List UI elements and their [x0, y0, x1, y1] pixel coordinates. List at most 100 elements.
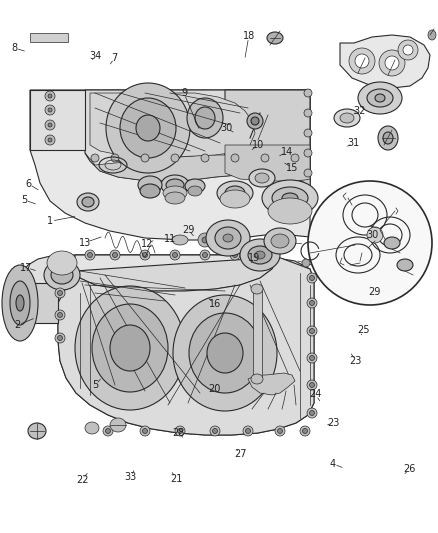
- Ellipse shape: [375, 94, 385, 102]
- Circle shape: [111, 154, 119, 162]
- Circle shape: [307, 408, 317, 418]
- Bar: [253, 289, 262, 379]
- Text: 14: 14: [281, 147, 293, 157]
- Circle shape: [257, 250, 267, 260]
- Ellipse shape: [340, 113, 354, 123]
- Ellipse shape: [428, 30, 436, 40]
- Ellipse shape: [166, 179, 184, 191]
- Text: 28: 28: [172, 428, 184, 438]
- Polygon shape: [58, 257, 314, 435]
- Text: 9: 9: [181, 88, 187, 98]
- Circle shape: [307, 353, 317, 363]
- Ellipse shape: [185, 179, 205, 193]
- Text: 17: 17: [20, 263, 32, 272]
- Ellipse shape: [138, 176, 162, 194]
- Ellipse shape: [77, 193, 99, 211]
- Circle shape: [310, 301, 314, 305]
- Circle shape: [177, 429, 183, 433]
- Ellipse shape: [384, 237, 400, 249]
- Text: 20: 20: [208, 384, 221, 394]
- Ellipse shape: [247, 113, 263, 129]
- Circle shape: [246, 429, 251, 433]
- Ellipse shape: [10, 281, 30, 325]
- Text: 32: 32: [353, 106, 365, 116]
- Circle shape: [243, 426, 253, 436]
- Ellipse shape: [262, 180, 318, 216]
- Text: 11: 11: [164, 234, 176, 244]
- Text: 10: 10: [252, 140, 265, 150]
- Text: 16: 16: [208, 299, 221, 309]
- Text: 18: 18: [243, 31, 255, 41]
- Polygon shape: [85, 153, 310, 188]
- Polygon shape: [340, 35, 430, 88]
- Ellipse shape: [110, 325, 150, 371]
- Circle shape: [307, 298, 317, 308]
- Circle shape: [48, 94, 52, 98]
- Circle shape: [233, 253, 237, 257]
- Circle shape: [91, 154, 99, 162]
- Text: 23: 23: [350, 356, 362, 366]
- Ellipse shape: [272, 187, 308, 209]
- Ellipse shape: [106, 83, 190, 173]
- Bar: [30, 33, 68, 42]
- Ellipse shape: [28, 423, 46, 439]
- Ellipse shape: [383, 132, 393, 144]
- Text: 1: 1: [47, 216, 53, 226]
- Text: 12: 12: [141, 239, 153, 249]
- Circle shape: [300, 426, 310, 436]
- Circle shape: [304, 109, 312, 117]
- Text: 30: 30: [221, 123, 233, 133]
- Circle shape: [142, 429, 148, 433]
- Ellipse shape: [173, 295, 277, 411]
- Ellipse shape: [188, 186, 202, 196]
- Circle shape: [45, 135, 55, 145]
- Ellipse shape: [268, 198, 312, 224]
- Ellipse shape: [163, 186, 187, 200]
- Ellipse shape: [140, 184, 160, 198]
- Circle shape: [106, 429, 110, 433]
- Ellipse shape: [264, 228, 296, 254]
- Polygon shape: [30, 90, 85, 150]
- Polygon shape: [75, 255, 278, 291]
- Circle shape: [140, 250, 150, 260]
- Circle shape: [57, 335, 63, 341]
- Circle shape: [200, 250, 210, 260]
- Circle shape: [291, 154, 299, 162]
- Circle shape: [303, 429, 307, 433]
- Ellipse shape: [248, 246, 272, 264]
- Ellipse shape: [51, 266, 73, 284]
- Ellipse shape: [120, 98, 176, 158]
- Circle shape: [202, 253, 208, 257]
- Ellipse shape: [251, 374, 263, 384]
- Ellipse shape: [223, 234, 233, 242]
- Circle shape: [308, 181, 432, 305]
- Polygon shape: [20, 283, 58, 323]
- Ellipse shape: [189, 313, 261, 393]
- Text: 27: 27: [234, 449, 246, 459]
- Text: 33: 33: [124, 472, 137, 482]
- Circle shape: [142, 253, 148, 257]
- Ellipse shape: [225, 186, 245, 200]
- Text: 24: 24: [309, 390, 321, 399]
- Circle shape: [55, 310, 65, 320]
- Circle shape: [304, 169, 312, 177]
- Circle shape: [307, 273, 317, 283]
- Ellipse shape: [240, 239, 280, 271]
- Circle shape: [403, 45, 413, 55]
- Text: 2: 2: [14, 320, 21, 330]
- Text: 29: 29: [182, 225, 194, 235]
- Circle shape: [275, 426, 285, 436]
- Circle shape: [304, 149, 312, 157]
- Text: 26: 26: [403, 464, 416, 474]
- Circle shape: [48, 123, 52, 127]
- Text: 5: 5: [92, 381, 99, 390]
- Text: 4: 4: [330, 459, 336, 469]
- Circle shape: [304, 89, 312, 97]
- Circle shape: [310, 276, 314, 280]
- Circle shape: [88, 253, 92, 257]
- Circle shape: [379, 50, 405, 76]
- Ellipse shape: [207, 333, 243, 373]
- Ellipse shape: [358, 82, 402, 114]
- Text: 7: 7: [112, 53, 118, 62]
- Circle shape: [355, 54, 369, 68]
